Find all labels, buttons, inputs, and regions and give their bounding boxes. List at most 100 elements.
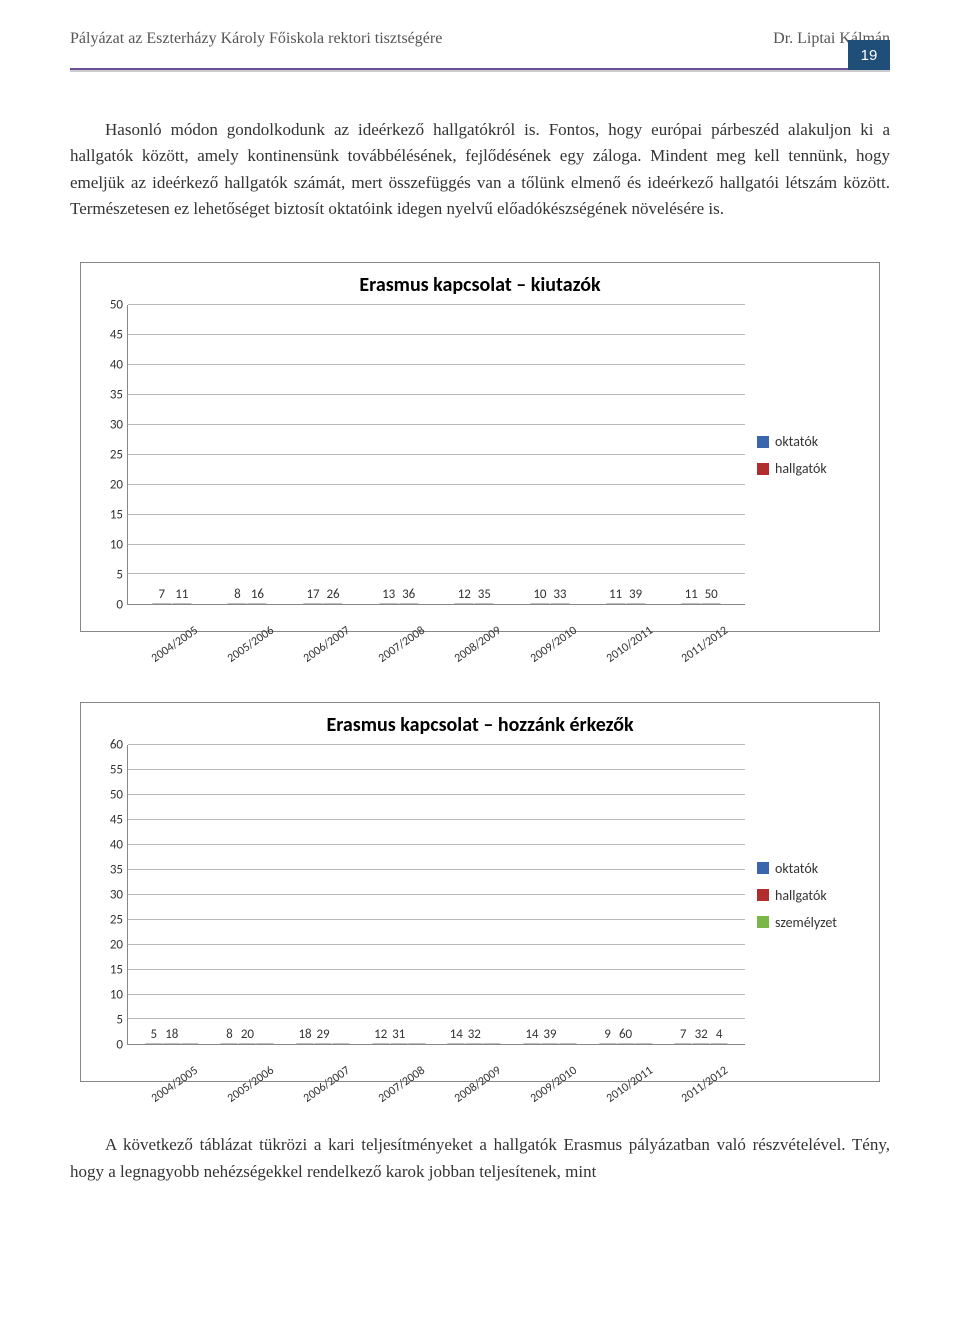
- bar-group: 1033: [512, 603, 588, 604]
- bar: 8: [220, 1043, 238, 1044]
- x-label: 2006/2007: [291, 1058, 361, 1113]
- bar: [408, 1043, 426, 1044]
- bar-group: 711: [134, 603, 210, 604]
- y-tick: 0: [116, 599, 123, 612]
- chart2-x-labels: 2004/20052005/20062006/20072007/20082008…: [127, 1071, 745, 1093]
- bar-group: 518: [134, 1043, 210, 1044]
- legend-item: oktatók: [757, 860, 865, 877]
- y-tick: 25: [110, 914, 123, 927]
- x-label: 2007/2008: [367, 618, 437, 673]
- bar-value-label: 18: [297, 1027, 313, 1042]
- legend-item: oktatók: [757, 433, 865, 450]
- bar-value-label: 10: [531, 587, 549, 602]
- bar: 18: [296, 1043, 314, 1044]
- y-tick: 30: [110, 889, 123, 902]
- bar-value-label: 11: [607, 587, 625, 602]
- x-label: 2004/2005: [140, 1058, 210, 1113]
- chart1-x-labels: 2004/20052005/20062006/20072007/20082008…: [127, 631, 745, 653]
- bar: 17: [303, 603, 323, 604]
- bar: 20: [238, 1043, 256, 1044]
- bar-group: 1231: [361, 1043, 437, 1044]
- y-tick: 25: [110, 449, 123, 462]
- x-label: 2011/2012: [670, 618, 740, 673]
- bar: 36: [399, 603, 419, 604]
- chart-erasmus-erkezok: Erasmus kapcsolat – hozzánk érkezők 0510…: [80, 702, 880, 1082]
- bar: 11: [606, 603, 626, 604]
- y-tick: 50: [110, 789, 123, 802]
- legend-swatch: [757, 862, 769, 874]
- bar: [483, 1043, 501, 1044]
- bar: 14: [523, 1043, 541, 1044]
- bar-value-label: 60: [618, 1027, 634, 1042]
- bar-value-label: 16: [248, 587, 266, 602]
- y-tick: 40: [110, 839, 123, 852]
- y-tick: 15: [110, 509, 123, 522]
- bar-value-label: 12: [373, 1027, 389, 1042]
- y-tick: 10: [110, 539, 123, 552]
- y-tick: 35: [110, 864, 123, 877]
- bar-value-label: 12: [455, 587, 473, 602]
- y-tick: 5: [116, 569, 123, 582]
- legend-label: oktatók: [775, 860, 818, 877]
- legend-label: hallgatók: [775, 460, 827, 477]
- legend-swatch: [757, 463, 769, 475]
- bar-value-label: 11: [173, 587, 191, 602]
- bar-value-label: 5: [146, 1027, 162, 1042]
- x-label: 2005/2006: [216, 1058, 286, 1113]
- x-label: 2007/2008: [367, 1058, 437, 1113]
- bar-group: 820: [210, 1043, 286, 1044]
- header-divider: [70, 68, 890, 72]
- header-left: Pályázat az Eszterházy Károly Főiskola r…: [70, 30, 442, 48]
- bar-value-label: 9: [600, 1027, 616, 1042]
- bar-group: 1150: [663, 603, 739, 604]
- bar-value-label: 8: [228, 587, 246, 602]
- bar: 11: [172, 603, 192, 604]
- legend-swatch: [757, 889, 769, 901]
- bar: 39: [541, 1043, 559, 1044]
- bar-value-label: 39: [542, 1027, 558, 1042]
- x-label: 2008/2009: [443, 618, 513, 673]
- bar: [559, 1043, 577, 1044]
- legend-label: hallgatók: [775, 887, 827, 904]
- bar-group: 1439: [512, 1043, 588, 1044]
- y-tick: 0: [116, 1039, 123, 1052]
- y-tick: 50: [110, 299, 123, 312]
- bar-value-label: 4: [711, 1027, 727, 1042]
- bar: 60: [617, 1043, 635, 1044]
- x-label: 2010/2011: [594, 1058, 664, 1113]
- chart2-y-axis: 051015202530354045505560: [95, 745, 127, 1045]
- bar-group: 1432: [437, 1043, 513, 1044]
- x-label: 2009/2010: [519, 618, 589, 673]
- bar-group: 1139: [588, 603, 664, 604]
- legend-item: hallgatók: [757, 887, 865, 904]
- bar: 13: [379, 603, 399, 604]
- bar-group: 7324: [663, 1043, 739, 1044]
- bar: 32: [465, 1043, 483, 1044]
- bar-value-label: 8: [221, 1027, 237, 1042]
- x-label: 2009/2010: [519, 1058, 589, 1113]
- y-tick: 45: [110, 329, 123, 342]
- y-tick: 55: [110, 764, 123, 777]
- chart1-legend: oktatók hallgatók: [745, 305, 865, 605]
- paragraph-1: Hasonló módon gondolkodunk az ideérkező …: [70, 117, 890, 222]
- bar-value-label: 14: [448, 1027, 464, 1042]
- chart1-plot-area: 711816172613361235103311391150: [127, 305, 745, 605]
- y-tick: 20: [110, 939, 123, 952]
- legend-item: személyzet: [757, 914, 865, 931]
- bar-value-label: 7: [675, 1027, 691, 1042]
- y-tick: 45: [110, 814, 123, 827]
- y-tick: 60: [110, 739, 123, 752]
- bar-group: 1726: [285, 603, 361, 604]
- bar: 12: [454, 603, 474, 604]
- chart2-title: Erasmus kapcsolat – hozzánk érkezők: [95, 713, 865, 737]
- bar: 8: [227, 603, 247, 604]
- chart-erasmus-kiutazok: Erasmus kapcsolat – kiutazók 05101520253…: [80, 262, 880, 632]
- bar: 5: [145, 1043, 163, 1044]
- bar-group: 1336: [361, 603, 437, 604]
- bar-value-label: 14: [524, 1027, 540, 1042]
- legend-label: oktatók: [775, 433, 818, 450]
- legend-item: hallgatók: [757, 460, 865, 477]
- chart1-title: Erasmus kapcsolat – kiutazók: [95, 273, 865, 297]
- bar: 26: [323, 603, 343, 604]
- x-label: 2005/2006: [216, 618, 286, 673]
